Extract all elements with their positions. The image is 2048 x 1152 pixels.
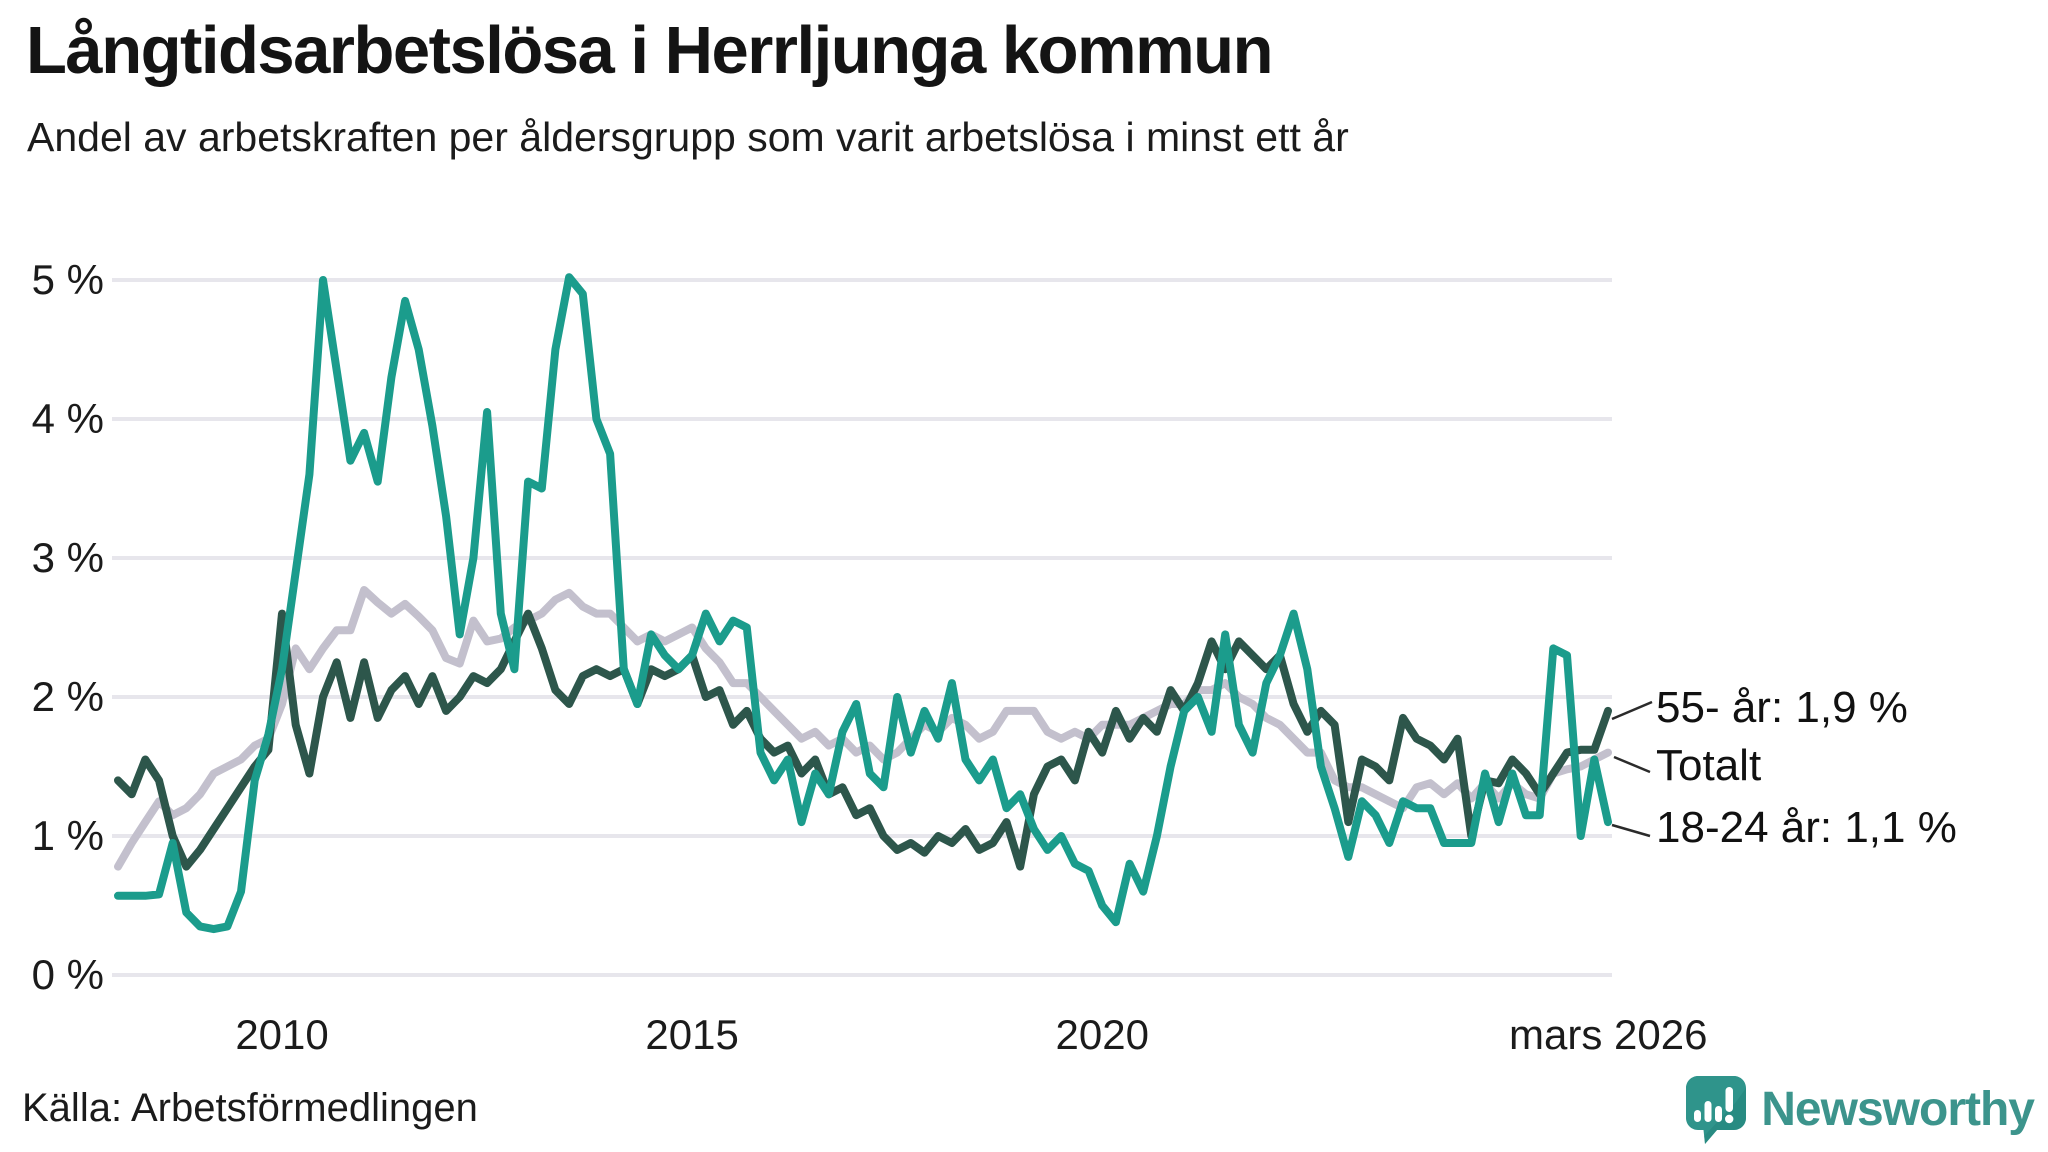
page-subtitle: Andel av arbetskraften per åldersgrupp s… [27,114,1349,160]
annotation-18-24-ar: 18-24 år: 1,1 % [1656,803,1957,852]
leader-line-55 [1611,700,1653,721]
newsworthy-logo-text: Newsworthy [1761,1082,2035,1136]
x-axis-tick-label: 2015 [645,1011,739,1058]
series-line-18-24-r [114,273,1612,934]
y-axis-tick-label: 0 % [31,951,104,998]
source-label: Källa: Arbetsförmedlingen [22,1086,478,1130]
annotation-leader-lines [1611,700,1653,838]
y-axis-tick-label: 2 % [31,673,104,720]
annotation-55-ar: 55- år: 1,9 % [1656,683,1908,732]
y-axis-tick-label: 5 % [31,256,104,303]
y-axis-tick-label: 4 % [31,395,104,442]
leader-line-18-24 [1611,823,1651,838]
x-axis-tick-label: 2010 [235,1011,329,1058]
y-axis-tick-label: 3 % [31,534,104,581]
newsworthy-logo[interactable]: Newsworthy [1684,1074,2035,1144]
x-axis-tick-label: mars 2026 [1509,1011,1708,1058]
page-title: Långtidsarbetslösa i Herrljunga kommun [26,13,1274,88]
x-axis-tick-label: 2020 [1055,1011,1149,1058]
annotation-totalt: Totalt [1656,741,1762,790]
series-lines [114,273,1612,934]
y-axis-tick-label: 1 % [31,812,104,859]
gridlines [112,278,1612,977]
newsworthy-speech-bubble-chart-icon [1684,1074,1748,1144]
leader-line-totalt [1613,755,1651,774]
series-line-55-r [114,609,1612,871]
